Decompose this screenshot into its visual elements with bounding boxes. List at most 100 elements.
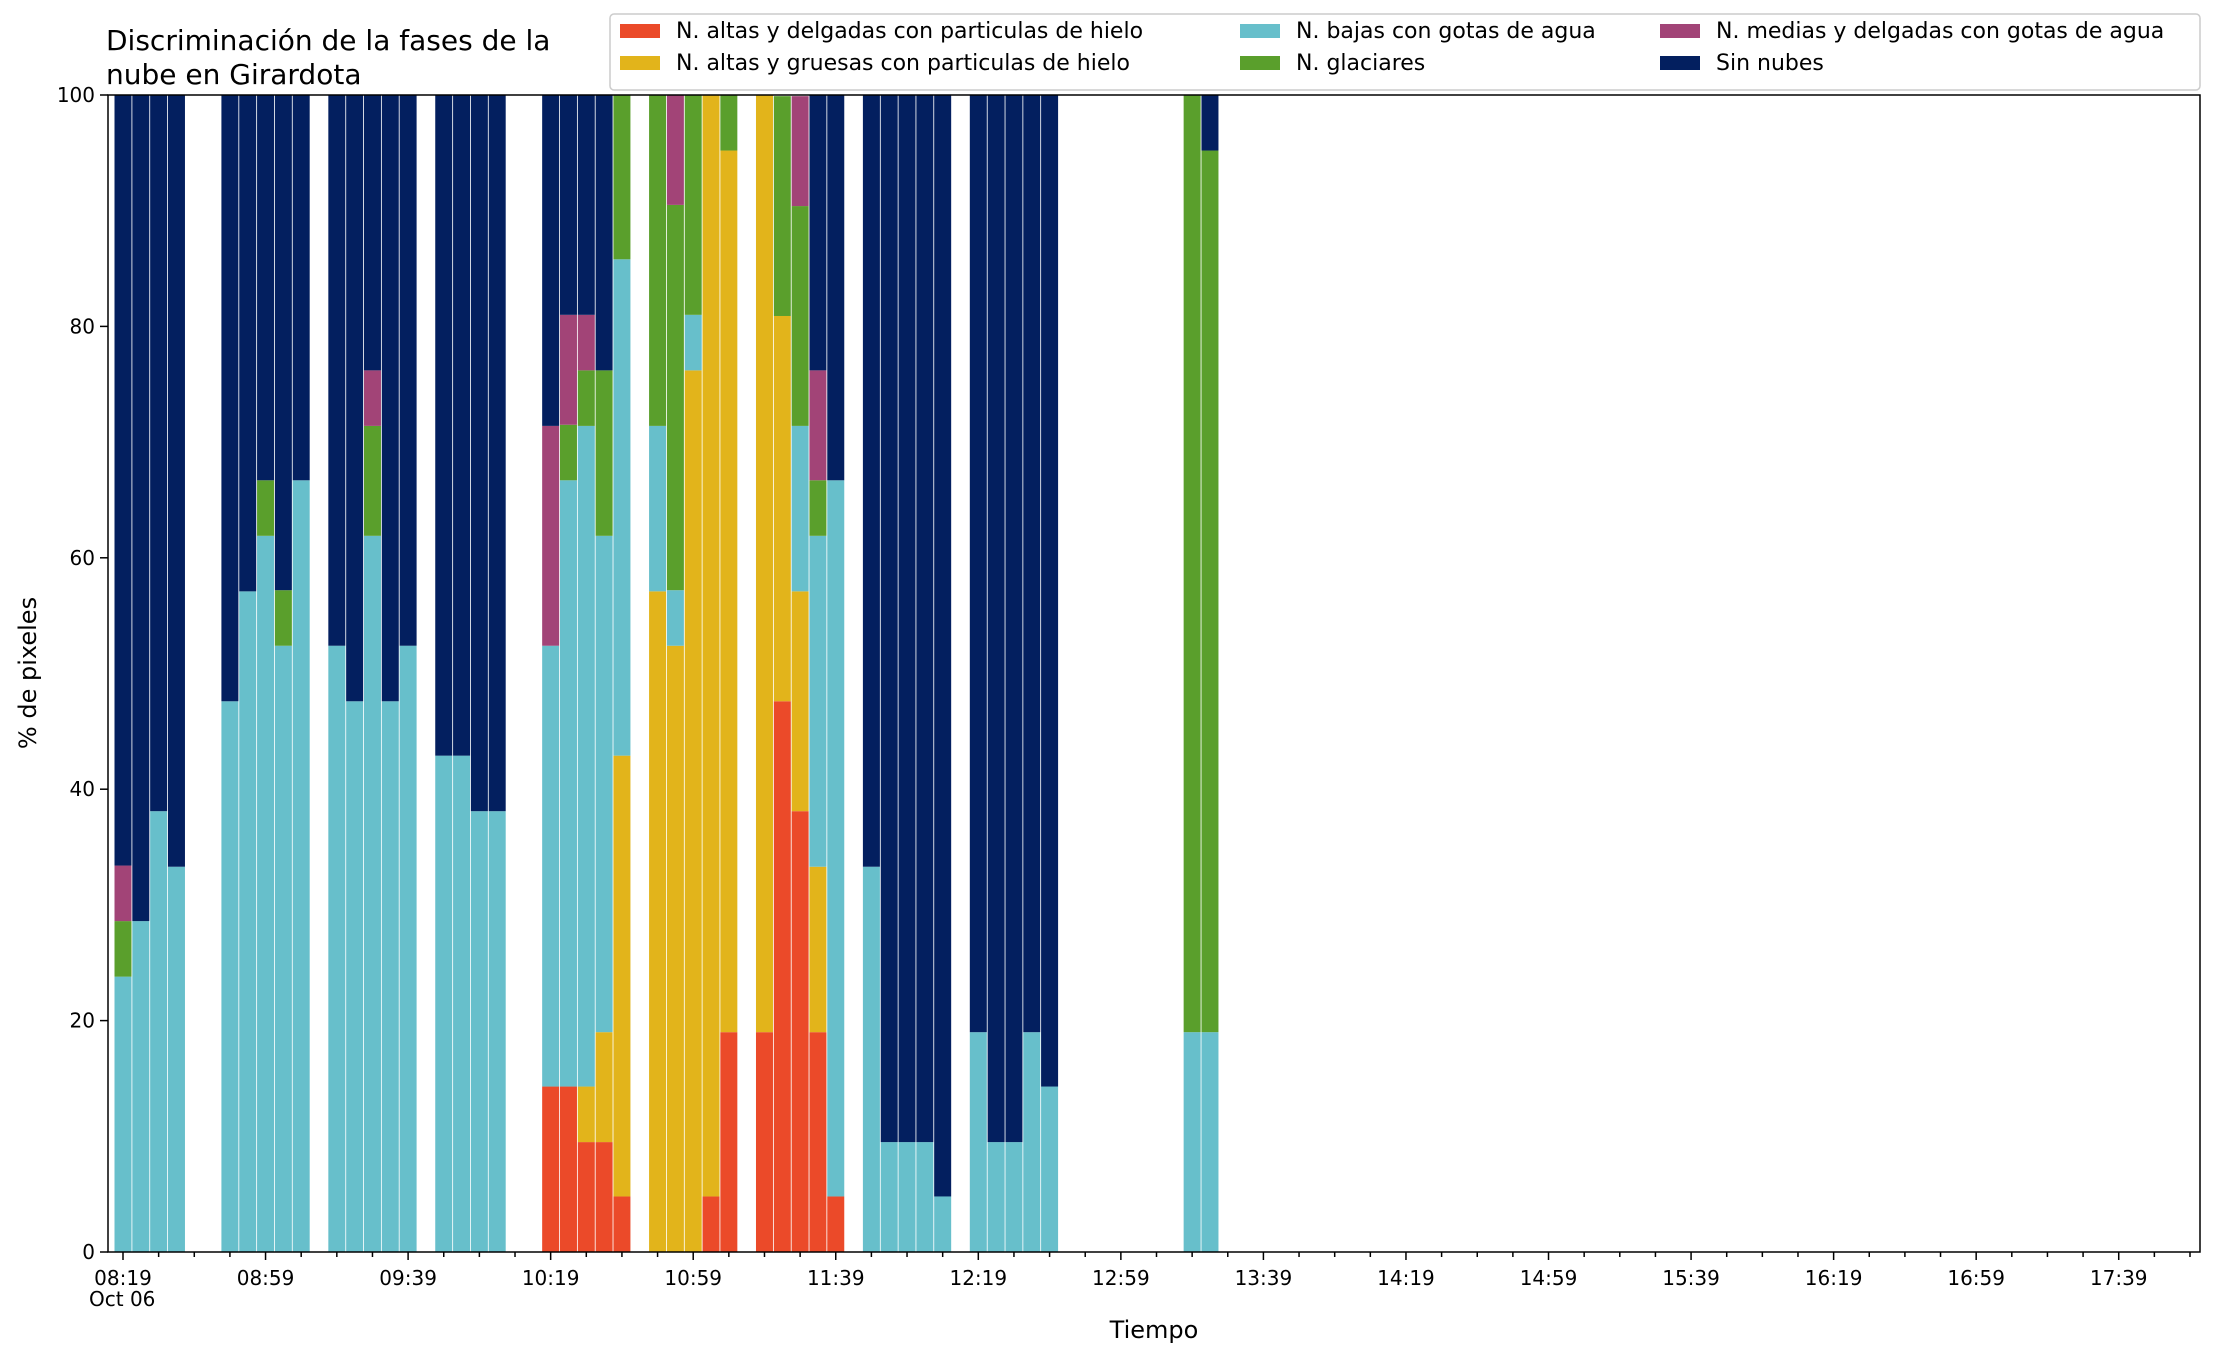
- bar-segment-altas_delgadas-27: [720, 1032, 738, 1252]
- bar-segment-bajas_agua-40: [1005, 1142, 1023, 1252]
- bar-segment-glaciares-29: [773, 96, 791, 316]
- bar-segment-bajas_agua-38: [969, 1032, 987, 1252]
- bar-segment-medias_agua-24: [666, 95, 684, 205]
- bar-segment-bajas_agua-18: [542, 645, 560, 1087]
- bar-segment-altas_delgadas-19: [559, 1086, 577, 1252]
- y-tick-label-100: 100: [57, 83, 95, 107]
- bar-segment-bajas_agua-39: [987, 1142, 1005, 1252]
- bar-segment-bajas_agua-22: [613, 259, 631, 756]
- bar-segment-sin_nubes-13: [399, 95, 417, 646]
- bar-segment-medias_agua-18: [542, 425, 560, 646]
- bar-segment-sin_nubes-2: [150, 95, 168, 812]
- x-date-label: Oct 06: [89, 1287, 155, 1311]
- bar-segment-sin_nubes-5: [239, 95, 257, 592]
- y-tick-label-40: 40: [70, 777, 95, 801]
- bar-segment-bajas_agua-7: [274, 645, 292, 1252]
- bar-segment-glaciares-44: [1201, 150, 1219, 1033]
- bar-segment-glaciares-7: [274, 590, 292, 646]
- bar-segment-sin_nubes-19: [559, 95, 577, 315]
- bar-segment-sin_nubes-37: [934, 95, 952, 1197]
- y-tick-label-80: 80: [70, 314, 95, 338]
- x-tick-label-11: 15:39: [1662, 1266, 1720, 1290]
- bar-segment-glaciares-0: [114, 921, 132, 977]
- x-axis-label: Tiempo: [1109, 1316, 1199, 1344]
- bar-segment-altas_delgadas-20: [577, 1142, 595, 1252]
- bar-segment-bajas_agua-33: [862, 866, 880, 1252]
- bar-segment-sin_nubes-11: [363, 95, 381, 371]
- legend: N. altas y delgadas con particulas de hi…: [609, 13, 2201, 91]
- x-tick-label-9: 14:19: [1377, 1266, 1435, 1290]
- legend-label-bajas_agua: N. bajas con gotas de agua: [1296, 19, 1596, 44]
- bar-segment-bajas_agua-13: [399, 645, 417, 1252]
- bar-segment-altas_gruesas-21: [595, 1032, 613, 1143]
- bar-segment-medias_agua-31: [809, 370, 827, 481]
- bar-segment-altas_delgadas-32: [827, 1196, 845, 1252]
- bar-segment-bajas_agua-24: [666, 590, 684, 646]
- bar-segment-bajas_agua-8: [292, 480, 310, 1252]
- bar-segment-altas_gruesas-31: [809, 866, 827, 1033]
- bar-segment-bajas_agua-42: [1041, 1086, 1059, 1252]
- bar-segment-sin_nubes-7: [274, 95, 292, 591]
- x-tick-label-4: 10:59: [664, 1266, 722, 1290]
- x-tick-label-8: 13:39: [1235, 1266, 1293, 1290]
- bar-segment-sin_nubes-35: [898, 95, 916, 1143]
- bar-segment-glaciares-6: [257, 480, 275, 536]
- bar-segment-bajas_agua-36: [916, 1142, 934, 1252]
- bar-segment-bajas_agua-35: [898, 1142, 916, 1252]
- bar-segment-altas_delgadas-30: [791, 811, 809, 1252]
- bar-segment-bajas_agua-6: [257, 535, 275, 1252]
- bar-segment-glaciares-20: [577, 370, 595, 426]
- bar-segment-sin_nubes-9: [328, 95, 346, 646]
- bar-segment-sin_nubes-14: [435, 95, 453, 756]
- bar-segment-bajas_agua-31: [809, 535, 827, 867]
- bar-segment-altas_delgadas-31: [809, 1032, 827, 1252]
- legend-swatch-sin_nubes: [1660, 56, 1700, 70]
- legend-label-glaciares: N. glaciares: [1296, 51, 1425, 76]
- x-tick-label-1: 08:59: [237, 1266, 295, 1290]
- legend-entries: N. altas y delgadas con particulas de hi…: [620, 19, 2164, 76]
- bar-segment-sin_nubes-34: [880, 95, 898, 1143]
- x-tick-label-12: 16:19: [1805, 1266, 1863, 1290]
- bar-segment-medias_agua-19: [559, 314, 577, 425]
- bar-segment-sin_nubes-21: [595, 95, 613, 371]
- bar-segment-sin_nubes-42: [1041, 95, 1059, 1087]
- bar-segment-glaciares-19: [559, 424, 577, 481]
- bar-segment-sin_nubes-0: [114, 95, 132, 866]
- bar-segment-sin_nubes-8: [292, 95, 310, 481]
- x-tick-label-7: 12:59: [1092, 1266, 1150, 1290]
- bar-segment-sin_nubes-32: [827, 95, 845, 481]
- bar-segment-bajas_agua-23: [649, 425, 667, 592]
- legend-box: [609, 13, 2201, 91]
- x-tick-label-14: 17:39: [2090, 1266, 2148, 1290]
- bar-segment-altas_delgadas-26: [702, 1196, 720, 1252]
- bar-segment-bajas_agua-25: [684, 314, 702, 371]
- x-tick-label-10: 14:59: [1520, 1266, 1578, 1290]
- bar-segment-sin_nubes-12: [381, 95, 399, 702]
- bar-segment-bajas_agua-11: [363, 535, 381, 1252]
- x-tick-label-0: 08:19: [94, 1266, 152, 1290]
- bar-segment-sin_nubes-20: [577, 95, 595, 315]
- bar-segment-bajas_agua-1: [132, 921, 150, 1252]
- bar-segment-bajas_agua-3: [167, 866, 185, 1252]
- x-tick-label-3: 10:19: [522, 1266, 580, 1290]
- bars-group: [114, 95, 1219, 1252]
- bar-segment-altas_delgadas-29: [773, 701, 791, 1252]
- legend-label-medias_agua: N. medias y delgadas con gotas de agua: [1716, 19, 2164, 44]
- bar-segment-sin_nubes-15: [453, 95, 471, 756]
- bar-segment-bajas_agua-4: [221, 701, 239, 1252]
- bar-segment-sin_nubes-16: [470, 95, 488, 812]
- bar-segment-altas_delgadas-22: [613, 1196, 631, 1252]
- bar-segment-sin_nubes-44: [1201, 95, 1219, 151]
- bar-segment-bajas_agua-43: [1183, 1032, 1201, 1252]
- bar-segment-altas_gruesas-26: [702, 95, 720, 1197]
- x-tick-label-5: 11:39: [807, 1266, 865, 1290]
- bar-segment-glaciares-27: [720, 95, 738, 151]
- bar-segment-medias_agua-20: [577, 314, 595, 371]
- bar-segment-bajas_agua-34: [880, 1142, 898, 1252]
- bar-segment-glaciares-25: [684, 95, 702, 315]
- bar-segment-sin_nubes-38: [969, 95, 987, 1033]
- bar-segment-glaciares-22: [613, 95, 631, 260]
- bar-segment-altas_delgadas-18: [542, 1086, 560, 1252]
- bar-segment-sin_nubes-33: [862, 95, 880, 867]
